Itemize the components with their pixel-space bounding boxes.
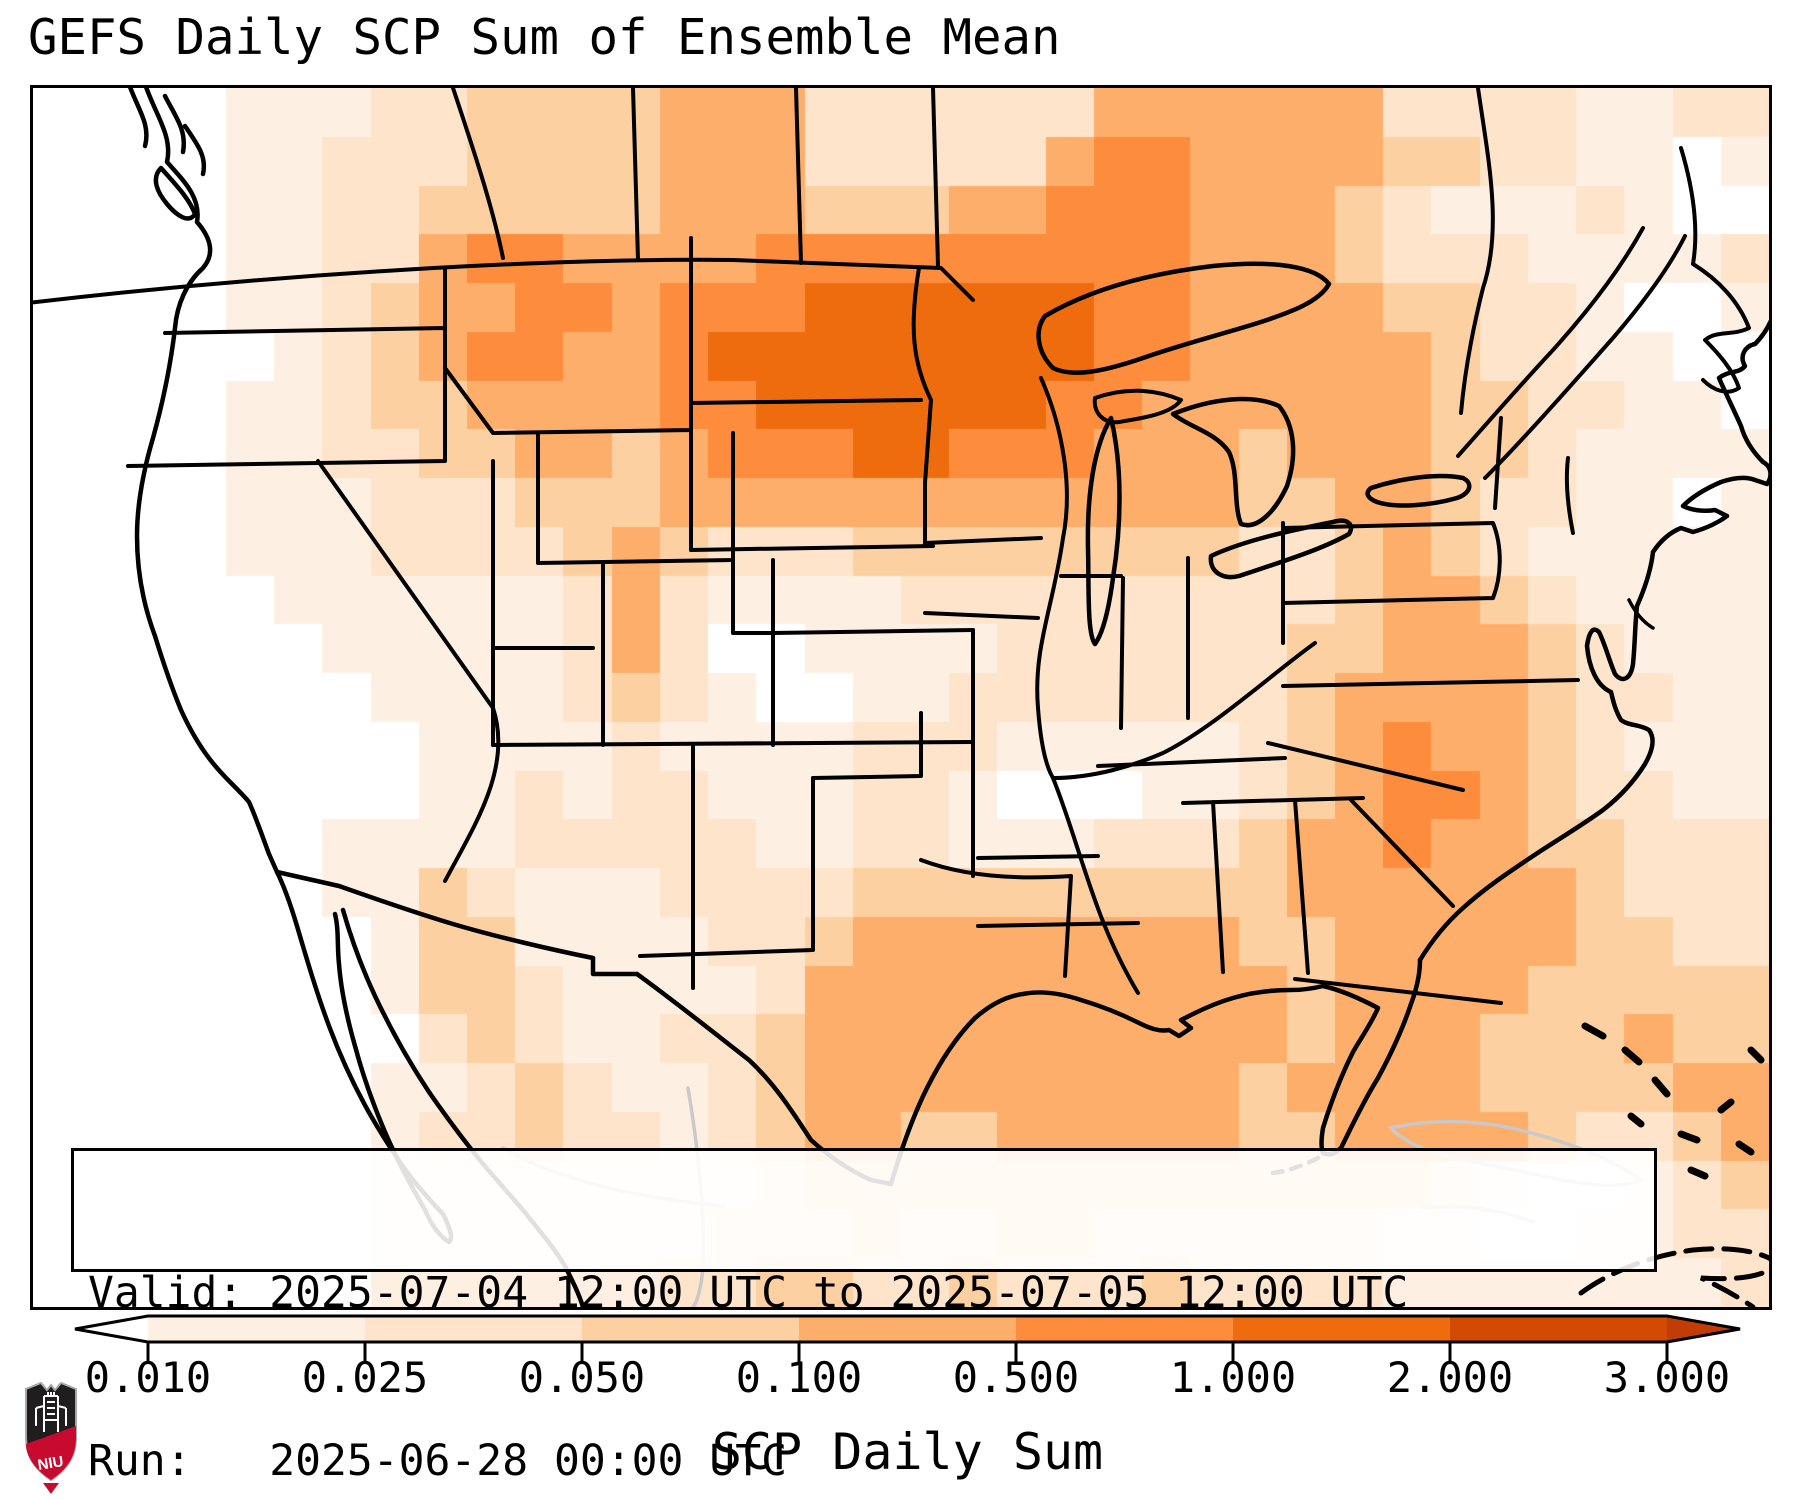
colorbar-segments xyxy=(75,1316,1740,1342)
colorbar-tick-label: 0.050 xyxy=(518,1353,646,1402)
colorbar-tick-label: 0.025 xyxy=(301,1353,429,1402)
colorbar-tick-label: 1.000 xyxy=(1169,1353,1297,1402)
colorbar-svg xyxy=(74,1314,1741,1362)
logo-bottom-triangle xyxy=(43,1483,59,1494)
run-label: Run: xyxy=(88,1436,192,1486)
run-value: 2025-06-28 00:00 UTC xyxy=(269,1436,787,1486)
map-outlines-svg xyxy=(33,88,1769,1307)
niu-logo: NIU xyxy=(25,1381,77,1494)
timestamp-box: Valid: 2025-07-04 12:00 UTC to 2025-07-05… xyxy=(71,1148,1657,1486)
logo-text: NIU xyxy=(37,1453,65,1474)
valid-line: Valid: 2025-07-04 12:00 UTC to 2025-07-05… xyxy=(88,1265,1654,1321)
logo-castle xyxy=(35,1392,67,1432)
colorbar-tick-label: 0.010 xyxy=(84,1353,212,1402)
great-lakes xyxy=(1036,261,1472,647)
logo-red-band xyxy=(26,1426,76,1480)
bahamas-islands xyxy=(1581,1022,1765,1180)
state-borders xyxy=(33,88,1687,1005)
colorbar-ticks xyxy=(146,1342,1669,1362)
valid-label: Valid: xyxy=(88,1268,244,1318)
chart-title: GEFS Daily SCP Sum of Ensemble Mean xyxy=(28,9,1061,66)
colorbar: 0.010 0.025 0.050 0.100 0.500 1.000 2.000 3.000… xyxy=(0,1295,1803,1500)
colorbar-tick-label: 2.000 xyxy=(1386,1353,1514,1402)
map-panel: Valid: 2025-07-04 12:00 UTC to 2025-07-05… xyxy=(30,85,1772,1486)
run-line: Run: 2025-06-28 00:00 UTC xyxy=(88,1433,1654,1489)
heatmap-canvas xyxy=(33,88,1769,1307)
colorbar-tick-label: 0.100 xyxy=(735,1353,863,1402)
colorbar-tick-label: 3.000 xyxy=(1603,1353,1731,1402)
colorbar-tick-label: 0.500 xyxy=(952,1353,1080,1402)
valid-value: 2025-07-04 12:00 UTC to 2025-07-05 12:00… xyxy=(269,1268,1409,1318)
colorbar-axis-label: SCP Daily Sum xyxy=(711,1423,1104,1481)
